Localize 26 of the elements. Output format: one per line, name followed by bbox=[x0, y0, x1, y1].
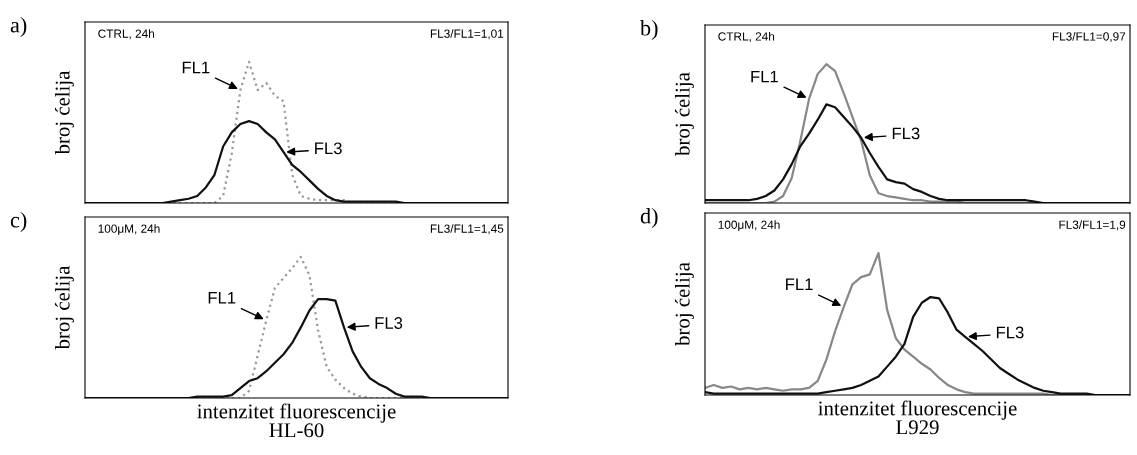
series-label: FL3 bbox=[315, 142, 342, 155]
text: c) bbox=[10, 211, 27, 233]
text: FL1 bbox=[751, 70, 778, 83]
text: FL3/FL1=1,01 bbox=[430, 29, 504, 40]
text: FL3/FL1=1,45 bbox=[430, 224, 504, 235]
x-axis-title: intenzitet fluorescencije HL-60 bbox=[197, 403, 396, 438]
series-label: FL3 bbox=[996, 326, 1024, 339]
text: d) bbox=[640, 207, 658, 229]
text: FL3/FL1=0,97 bbox=[1052, 31, 1126, 43]
text: 100μM, 24h bbox=[98, 224, 160, 235]
y-axis-title: broj ćelija bbox=[674, 72, 694, 156]
text: FL1 bbox=[786, 278, 813, 290]
y-axis-title: broj ćelija bbox=[54, 70, 74, 155]
y-axis-title: broj ćelija bbox=[54, 265, 74, 350]
text: CTRL, 24h bbox=[718, 31, 775, 43]
series-label: FL3 bbox=[375, 317, 403, 329]
text: FL1 bbox=[208, 292, 236, 304]
text: b) bbox=[640, 19, 658, 41]
text: 100μM, 24h bbox=[718, 220, 780, 232]
text: CTRL, 24h bbox=[98, 29, 155, 40]
text: FL1 bbox=[182, 61, 210, 74]
y-axis-title: broj ćelija bbox=[674, 262, 694, 346]
text: a) bbox=[10, 16, 27, 38]
series-label: FL3 bbox=[892, 127, 920, 140]
text: FL3/FL1=1,9 bbox=[1059, 220, 1126, 231]
x-axis-title: intenzitet fluorescencije L929 bbox=[818, 400, 1017, 435]
